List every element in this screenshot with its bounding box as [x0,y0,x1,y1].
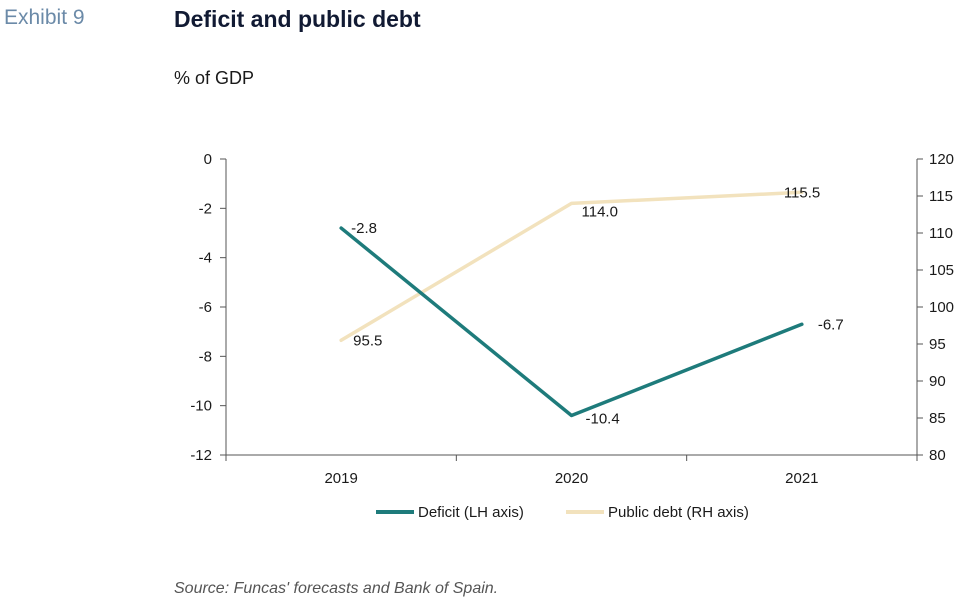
deficit-line [339,226,804,418]
unit-label: % of GDP [174,68,255,88]
chart-data-labels: -2.8 -10.4 -6.7 95.5 114.0 115.5 [351,184,844,427]
y-right-tick-label: 85 [929,410,946,427]
y-left-tick-label: -6 [199,299,212,316]
y-right-tick-label: 105 [929,262,954,279]
x-tick-label: 2020 [555,470,588,487]
y-left-tick-label: -2 [199,200,212,217]
y-right-tick-label: 115 [929,188,953,205]
chart-legend: Deficit (LH axis) Public debt (RH axis) [376,504,749,521]
y-left-tick-label: -12 [190,447,212,464]
y-left-tick-label: -4 [199,250,212,267]
x-tick-label: 2021 [785,470,818,487]
chart-title: Deficit and public debt [174,6,421,32]
y-left-tick-label: -10 [190,398,212,415]
public-debt-data-label: 115.5 [784,184,820,201]
y-right-tick-label: 80 [929,447,946,464]
y-left-tick-label: 0 [204,151,212,168]
deficit-data-label: -6.7 [818,316,844,333]
legend-deficit-label: Deficit (LH axis) [418,504,524,521]
y-right-tick-label: 120 [929,151,954,168]
chart-series [339,190,804,418]
deficit-data-label: -2.8 [351,220,377,237]
y-right-tick-label: 100 [929,299,954,316]
source-note: Source: Funcas' forecasts and Bank of Sp… [174,580,499,597]
y-left-tick-label: -8 [199,348,212,365]
legend-public-debt-label: Public debt (RH axis) [608,504,749,521]
public-debt-line [339,190,804,343]
y-right-tick-label: 90 [929,373,946,390]
y-right-tick-label: 95 [929,336,946,353]
exhibit-number: Exhibit 9 [4,6,85,29]
public-debt-data-label: 114.0 [582,203,618,220]
y-right-tick-label: 110 [929,225,953,242]
x-tick-label: 2019 [324,470,357,487]
deficit-data-label: -10.4 [586,411,620,428]
chart-axes: 0 -2 -4 -6 -8 -10 -12 120 115 110 105 100 95 90 85 80 20… [190,151,954,487]
public-debt-data-label: 95.5 [353,332,382,349]
